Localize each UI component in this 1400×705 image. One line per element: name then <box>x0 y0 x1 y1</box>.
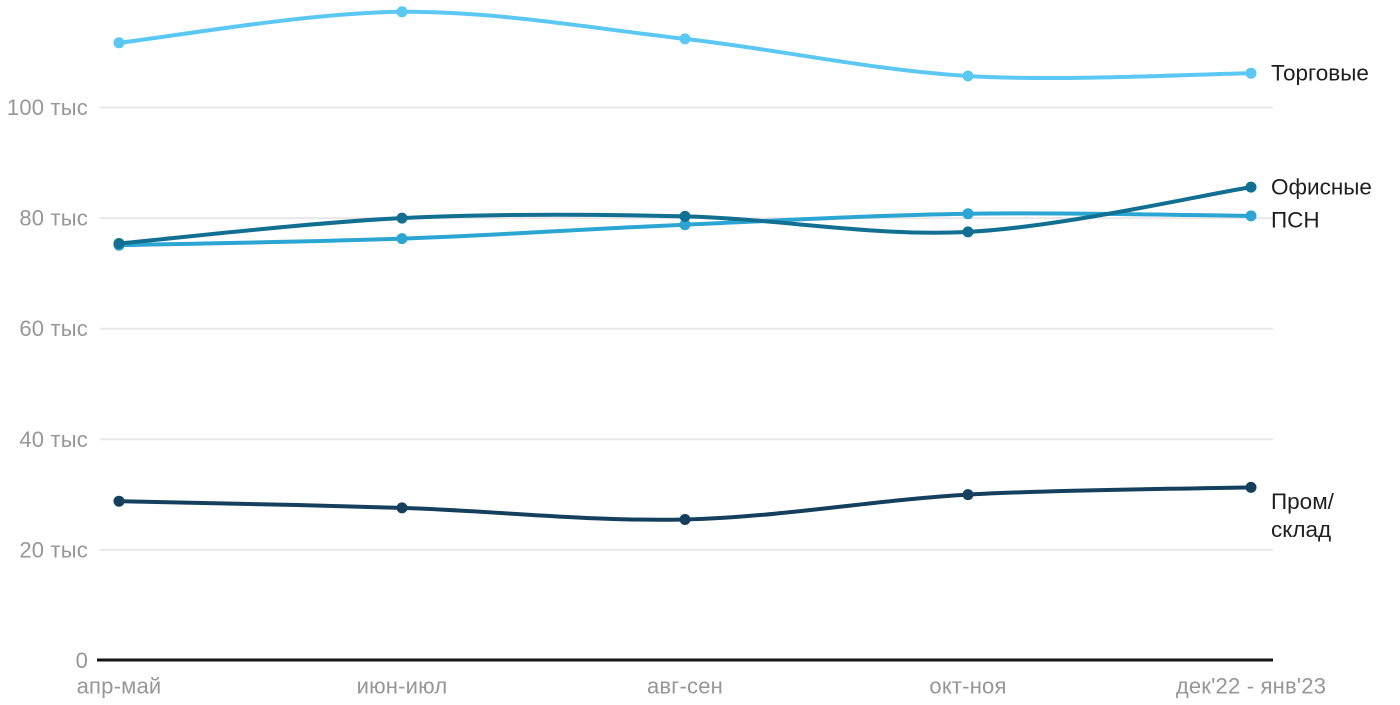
series-line-0 <box>117 9 1253 81</box>
data-point <box>113 238 125 249</box>
y-axis-tick-label: 100 тыс <box>7 95 88 120</box>
series-label: Торговые <box>1271 61 1369 86</box>
series-label: Офисные <box>1271 175 1372 200</box>
y-axis-tick-label: 80 тыс <box>19 206 88 231</box>
y-axis-tick-label: 20 тыс <box>19 537 88 562</box>
series-label: Пром/склад <box>1271 489 1335 542</box>
x-axis-tick-label: июн-июл <box>357 674 448 699</box>
data-point <box>113 495 125 507</box>
y-axis-tick-label: 40 тыс <box>19 427 88 452</box>
y-axis-tick-label: 60 тыс <box>19 316 88 341</box>
data-point <box>1245 481 1257 493</box>
data-point <box>113 37 125 49</box>
data-point <box>396 212 408 224</box>
x-axis-tick-label: авг-сен <box>647 674 723 699</box>
data-point <box>1245 210 1257 222</box>
data-point <box>396 6 408 18</box>
data-point <box>679 219 691 231</box>
data-point <box>1245 181 1257 193</box>
data-point <box>396 233 408 245</box>
data-point <box>1245 67 1257 79</box>
data-point <box>396 502 408 514</box>
data-point <box>679 514 691 525</box>
data-point <box>962 226 974 238</box>
data-point <box>962 70 974 82</box>
data-point <box>962 489 974 501</box>
series-label: ПСН <box>1271 208 1320 233</box>
x-axis-tick-label: апр-май <box>77 674 162 699</box>
data-point <box>962 208 974 220</box>
data-point <box>679 210 691 222</box>
y-axis-tick-label: 0 <box>76 648 88 673</box>
data-point <box>679 33 691 45</box>
x-axis-tick-label: дек'22 - янв'23 <box>1176 674 1326 699</box>
x-axis-tick-label: окт-ноя <box>929 674 1006 699</box>
